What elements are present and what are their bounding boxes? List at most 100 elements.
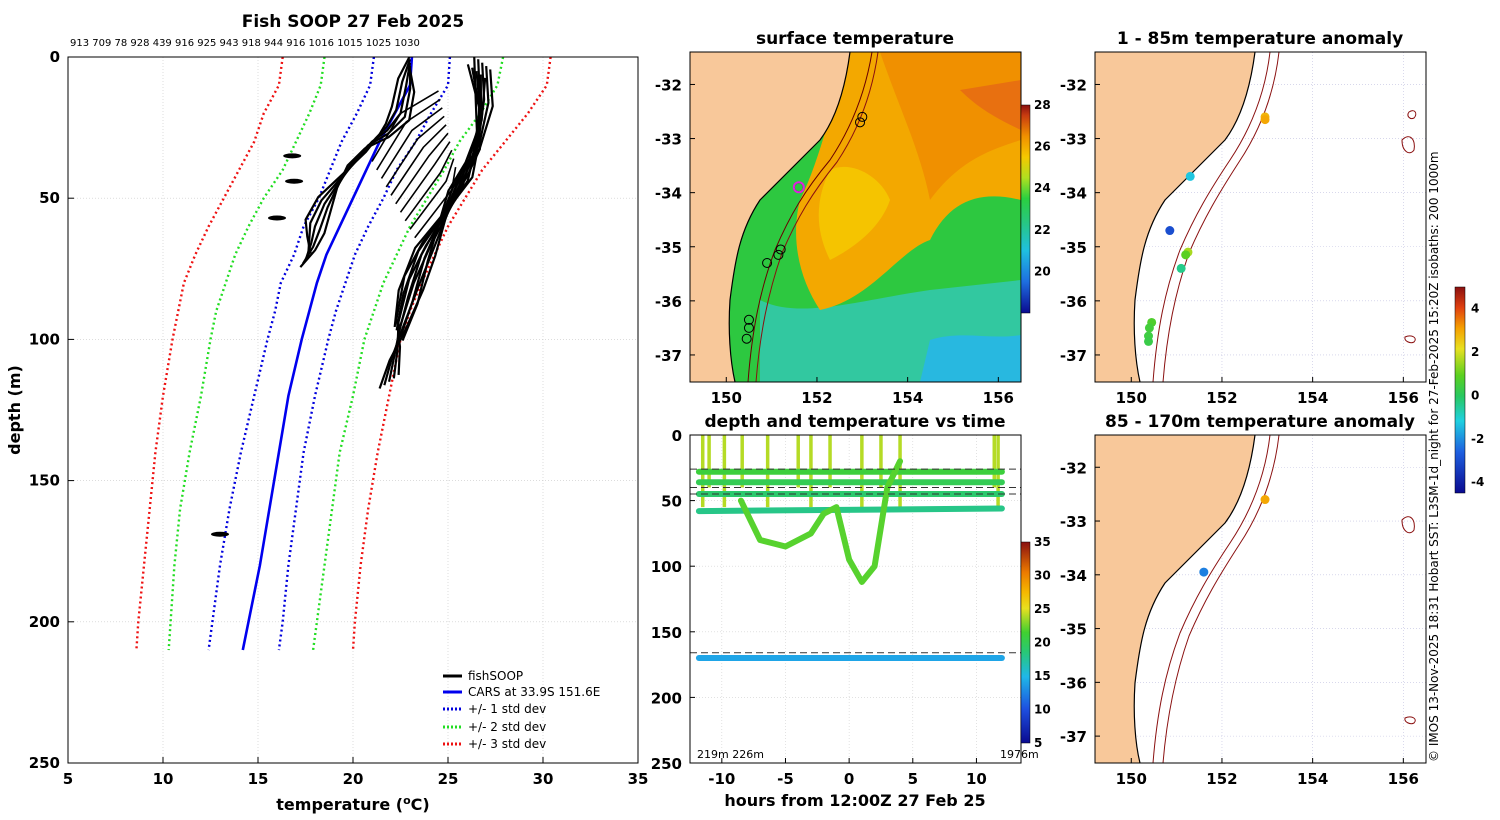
legend-std2: +/- 2 std dev	[468, 720, 546, 734]
depth-time-right-label: 1976m	[1000, 748, 1039, 761]
anomaly-shallow-map	[1095, 52, 1417, 382]
fishsoop-profile	[304, 57, 411, 254]
profile-ytick-label: 250	[29, 754, 60, 772]
anomaly-colorbar-label: -2	[1471, 432, 1484, 446]
map-lat-label: -37	[1060, 347, 1087, 365]
map-lat-label: -36	[1060, 674, 1087, 692]
map-lat-label: -35	[1060, 239, 1087, 257]
fishsoop-profile	[380, 107, 443, 179]
profile-ylabel: depth (m)	[5, 365, 24, 455]
fishsoop-profile	[399, 74, 483, 338]
profile-ytick-label: 200	[29, 613, 60, 631]
depth-time-traces	[690, 435, 1021, 662]
map-lat-label: -32	[655, 76, 682, 94]
map-lon-label: 152	[801, 389, 832, 407]
anomaly-colorbar-label: 4	[1471, 302, 1479, 316]
sst-isobath-1000	[755, 52, 879, 382]
profile-xtick-label: 30	[533, 770, 554, 788]
dt-ytick-label: 0	[672, 427, 682, 445]
profile-legend: fishSOOP CARS at 33.9S 151.6E +/- 1 std …	[443, 669, 600, 751]
profile-line--3-std-dev	[351, 57, 552, 651]
sst-track-point	[762, 257, 773, 268]
map-lon-label: 154	[892, 389, 923, 407]
fishsoop-blob	[211, 531, 229, 537]
anomaly-map-deep: 85 - 170m temperature anomaly 150 152 154 1…	[1060, 412, 1427, 788]
anomaly-map-shallow: 1 - 85m temperature anomaly 150 152 154 156…	[1060, 29, 1427, 407]
sst-map: surface temperature 150 152 154 156 -32 -33 -3…	[655, 29, 1051, 407]
profile-ytick-label: 50	[39, 189, 60, 207]
sst-colorbar-label: 22	[1034, 223, 1051, 237]
dt-xtick-label: -10	[708, 770, 735, 788]
anomaly-shallow-point	[1176, 263, 1186, 273]
legend-fishsoop: fishSOOP	[468, 669, 523, 683]
map-lon-label: 152	[1206, 770, 1237, 788]
map-lon-label: 152	[1206, 389, 1237, 407]
anomaly-deep-title: 85 - 170m temperature anomaly	[1105, 412, 1415, 432]
map-lat-label: -37	[1060, 728, 1087, 746]
sst-track-point	[857, 111, 868, 122]
fishsoop-profile	[306, 58, 412, 258]
profile-line--2-std-dev	[311, 57, 505, 651]
profile-xtick-label: 20	[343, 770, 364, 788]
dt-ytick-label: 50	[661, 493, 682, 511]
anomaly-shallow-seamount-3	[1404, 335, 1416, 344]
sst-track-point	[775, 244, 786, 255]
profile-xtick-label: 35	[628, 770, 649, 788]
sst-field	[690, 52, 1021, 382]
depth-time-colorbar-ticks: 5 10 15 20 25 30 35	[1034, 535, 1051, 750]
anomaly-deep-land	[1095, 435, 1255, 763]
profile-ticks: 5 10 15 20 25 30 35 0 50 100 150 200 250	[29, 48, 649, 788]
sst-colorbar-ticks: 20 22 24 26 28	[1034, 98, 1051, 278]
fishsoop-profile	[395, 132, 449, 205]
sst-track	[741, 111, 868, 344]
map-lat-label: -37	[655, 347, 682, 365]
anomaly-shallow-point	[1165, 226, 1175, 236]
profile-line-cars-at-33-9s-151-6e	[241, 57, 414, 651]
map-lat-label: -32	[1060, 459, 1087, 477]
profile-line--3-std-dev	[135, 57, 284, 651]
dt-ytick-label: 250	[651, 755, 682, 773]
anomaly-shallow-point	[1185, 171, 1195, 181]
sst-track-point	[741, 333, 752, 344]
anomaly-deep-points	[1199, 495, 1270, 577]
anomaly-shallow-seamount-1	[1407, 110, 1417, 119]
map-lon-label: 154	[1297, 770, 1328, 788]
dt-ytick-label: 150	[651, 624, 682, 642]
profile-line--1-std-dev	[277, 57, 452, 651]
map-lat-label: -35	[655, 239, 682, 257]
anomaly-colorbar-ticks: -4 -2 0 2 4	[1471, 302, 1484, 489]
anomaly-shallow-coastline	[1133, 52, 1256, 382]
profile-ytick-label: 150	[29, 472, 60, 490]
dt-xtick-label: 5	[908, 770, 918, 788]
dt-colorbar-label: 20	[1034, 636, 1051, 650]
profile-xtick-label: 5	[63, 770, 73, 788]
fishsoop-profile	[390, 124, 447, 196]
dt-colorbar-label: 5	[1034, 736, 1042, 750]
profile-xtick-label: 25	[438, 770, 459, 788]
anomaly-deep-coastline	[1133, 435, 1256, 763]
anomaly-shallow-ticks: 150 152 154 156 -32 -33 -34 -35 -36 -37	[1060, 76, 1419, 407]
dt-xtick-label: 0	[844, 770, 854, 788]
sst-track-point	[855, 117, 866, 128]
sst-title: surface temperature	[756, 29, 954, 49]
fishsoop-profile	[371, 90, 439, 162]
sst-warm-eddy	[818, 166, 890, 260]
fishsoop-profile	[385, 115, 445, 188]
anomaly-shallow-point	[1181, 250, 1191, 260]
map-lat-label: -33	[1060, 131, 1087, 149]
anomaly-deep-ticks: 150 152 154 156 -32 -33 -34 -35 -36 -37	[1060, 459, 1419, 788]
sst-colorbar-label: 28	[1034, 98, 1051, 112]
sst-cold-water-se	[920, 335, 1021, 382]
map-lon-label: 156	[983, 389, 1014, 407]
anomaly-shallow-point	[1144, 323, 1154, 333]
fishsoop-profile	[378, 69, 494, 389]
anomaly-shallow-frame	[1094, 51, 1427, 383]
map-lat-label: -34	[1060, 567, 1087, 585]
map-lat-label: -36	[655, 293, 682, 311]
map-lon-label: 150	[1116, 770, 1147, 788]
profile-ytick-label: 0	[50, 48, 60, 66]
profile-xlabel: temperature (oC)	[276, 794, 429, 815]
sst-colorbar	[1020, 104, 1031, 314]
